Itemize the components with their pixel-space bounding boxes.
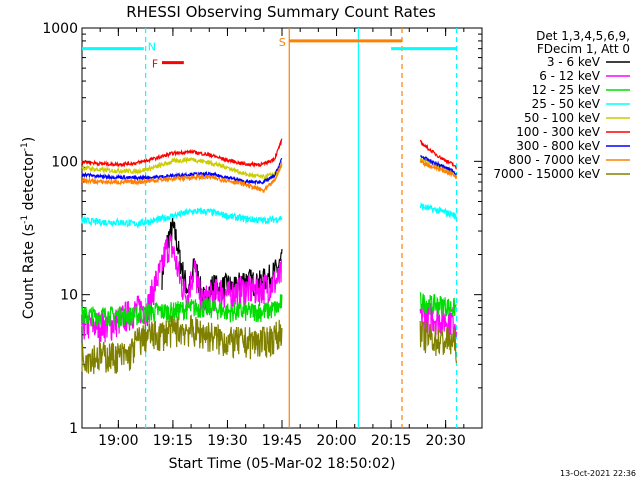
ylabel-sup1: -1 xyxy=(20,215,30,224)
ylabel-sup2: -1 xyxy=(20,142,30,151)
series-line-after-gap xyxy=(419,159,457,180)
legend-entry-label: 3 - 6 keV xyxy=(547,55,601,69)
event-bar-label: S xyxy=(279,36,286,49)
y-tick-label: 10 xyxy=(60,288,78,304)
event-bar-label: F xyxy=(152,58,158,71)
x-axis-label: Start Time (05-Mar-02 18:50:02) xyxy=(169,456,396,472)
ylabel-mid: detector xyxy=(21,151,37,215)
y-tick-label: 1 xyxy=(69,421,78,437)
x-tick-label: 19:30 xyxy=(207,433,247,449)
event-bar-label: N xyxy=(148,41,156,54)
legend-entry-label: 800 - 7000 keV xyxy=(509,153,601,167)
legend: Det 1,3,4,5,6,9, FDecim 1, Att 0 3 - 6 k… xyxy=(493,29,630,181)
axis-ticks: 19:00 19:15 19:30 19:45 20:00 20:15 20:30 1 10 10… xyxy=(42,21,483,449)
legend-header-line-2: FDecim 1, Att 0 xyxy=(537,42,630,56)
series-line-after-gap xyxy=(419,292,457,317)
series-line xyxy=(81,234,282,343)
y-tick-label: 1000 xyxy=(42,21,78,37)
x-tick-label: 20:30 xyxy=(425,433,465,449)
series-line xyxy=(81,138,283,168)
x-tick-label: 19:45 xyxy=(262,433,302,449)
legend-entry-label: 50 - 100 keV xyxy=(524,111,601,125)
series-line xyxy=(81,293,283,329)
ylabel-end: ) xyxy=(21,137,37,142)
x-tick-label: 19:00 xyxy=(98,433,138,449)
y-axis-label: Count Rate (s-1 detector-1) xyxy=(20,137,37,319)
timestamp: 13-Oct-2021 22:36 xyxy=(560,469,636,478)
series-line xyxy=(81,207,283,229)
data-series xyxy=(81,138,457,375)
legend-entry-label: 25 - 50 keV xyxy=(532,97,601,111)
vertical-markers xyxy=(145,28,458,428)
chart-title: RHESSI Observing Summary Count Rates xyxy=(126,3,436,21)
legend-entry-label: 12 - 25 keV xyxy=(532,83,601,97)
x-tick-label: 20:00 xyxy=(316,433,356,449)
series-line-after-gap xyxy=(419,201,457,220)
series-line-after-gap xyxy=(419,139,457,170)
svg-text:Count Rate (s-1 detector-1): Count Rate (s-1 detector-1) xyxy=(20,137,37,319)
legend-entry-label: 300 - 800 keV xyxy=(516,139,600,153)
x-tick-label: 20:15 xyxy=(371,433,411,449)
legend-entry-label: 6 - 12 keV xyxy=(539,69,601,83)
series-line xyxy=(81,314,283,375)
event-bars: NF S xyxy=(82,36,457,71)
plot-frame xyxy=(81,27,483,429)
y-tick-label: 100 xyxy=(51,154,78,170)
legend-entry-label: 100 - 300 keV xyxy=(516,125,600,139)
x-tick-label: 19:15 xyxy=(153,433,193,449)
legend-header-line-1: Det 1,3,4,5,6,9, xyxy=(536,29,630,43)
series-line xyxy=(81,160,283,194)
series-line-after-gap xyxy=(419,155,457,176)
series-line-after-gap xyxy=(419,320,457,363)
legend-entry-label: 7000 - 15000 keV xyxy=(493,167,600,181)
series-line xyxy=(81,157,283,186)
ylabel-main: Count Rate (s xyxy=(21,224,37,319)
series-line xyxy=(81,156,283,180)
